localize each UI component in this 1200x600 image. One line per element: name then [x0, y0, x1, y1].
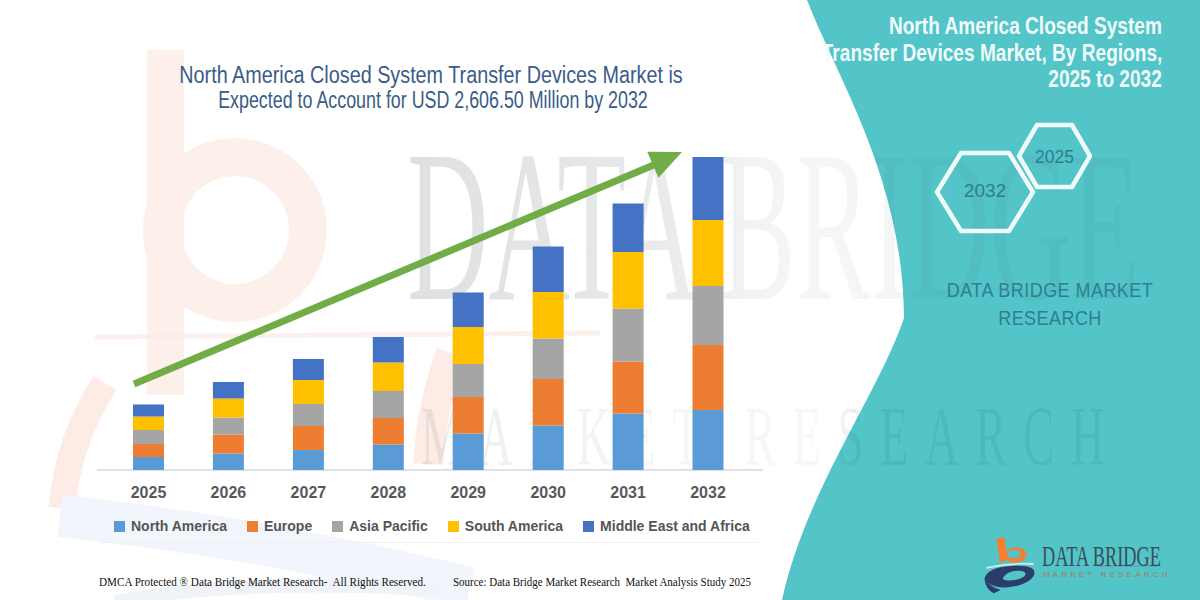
svg-text:MARKET RESEARCH: MARKET RESEARCH: [421, 389, 1121, 483]
